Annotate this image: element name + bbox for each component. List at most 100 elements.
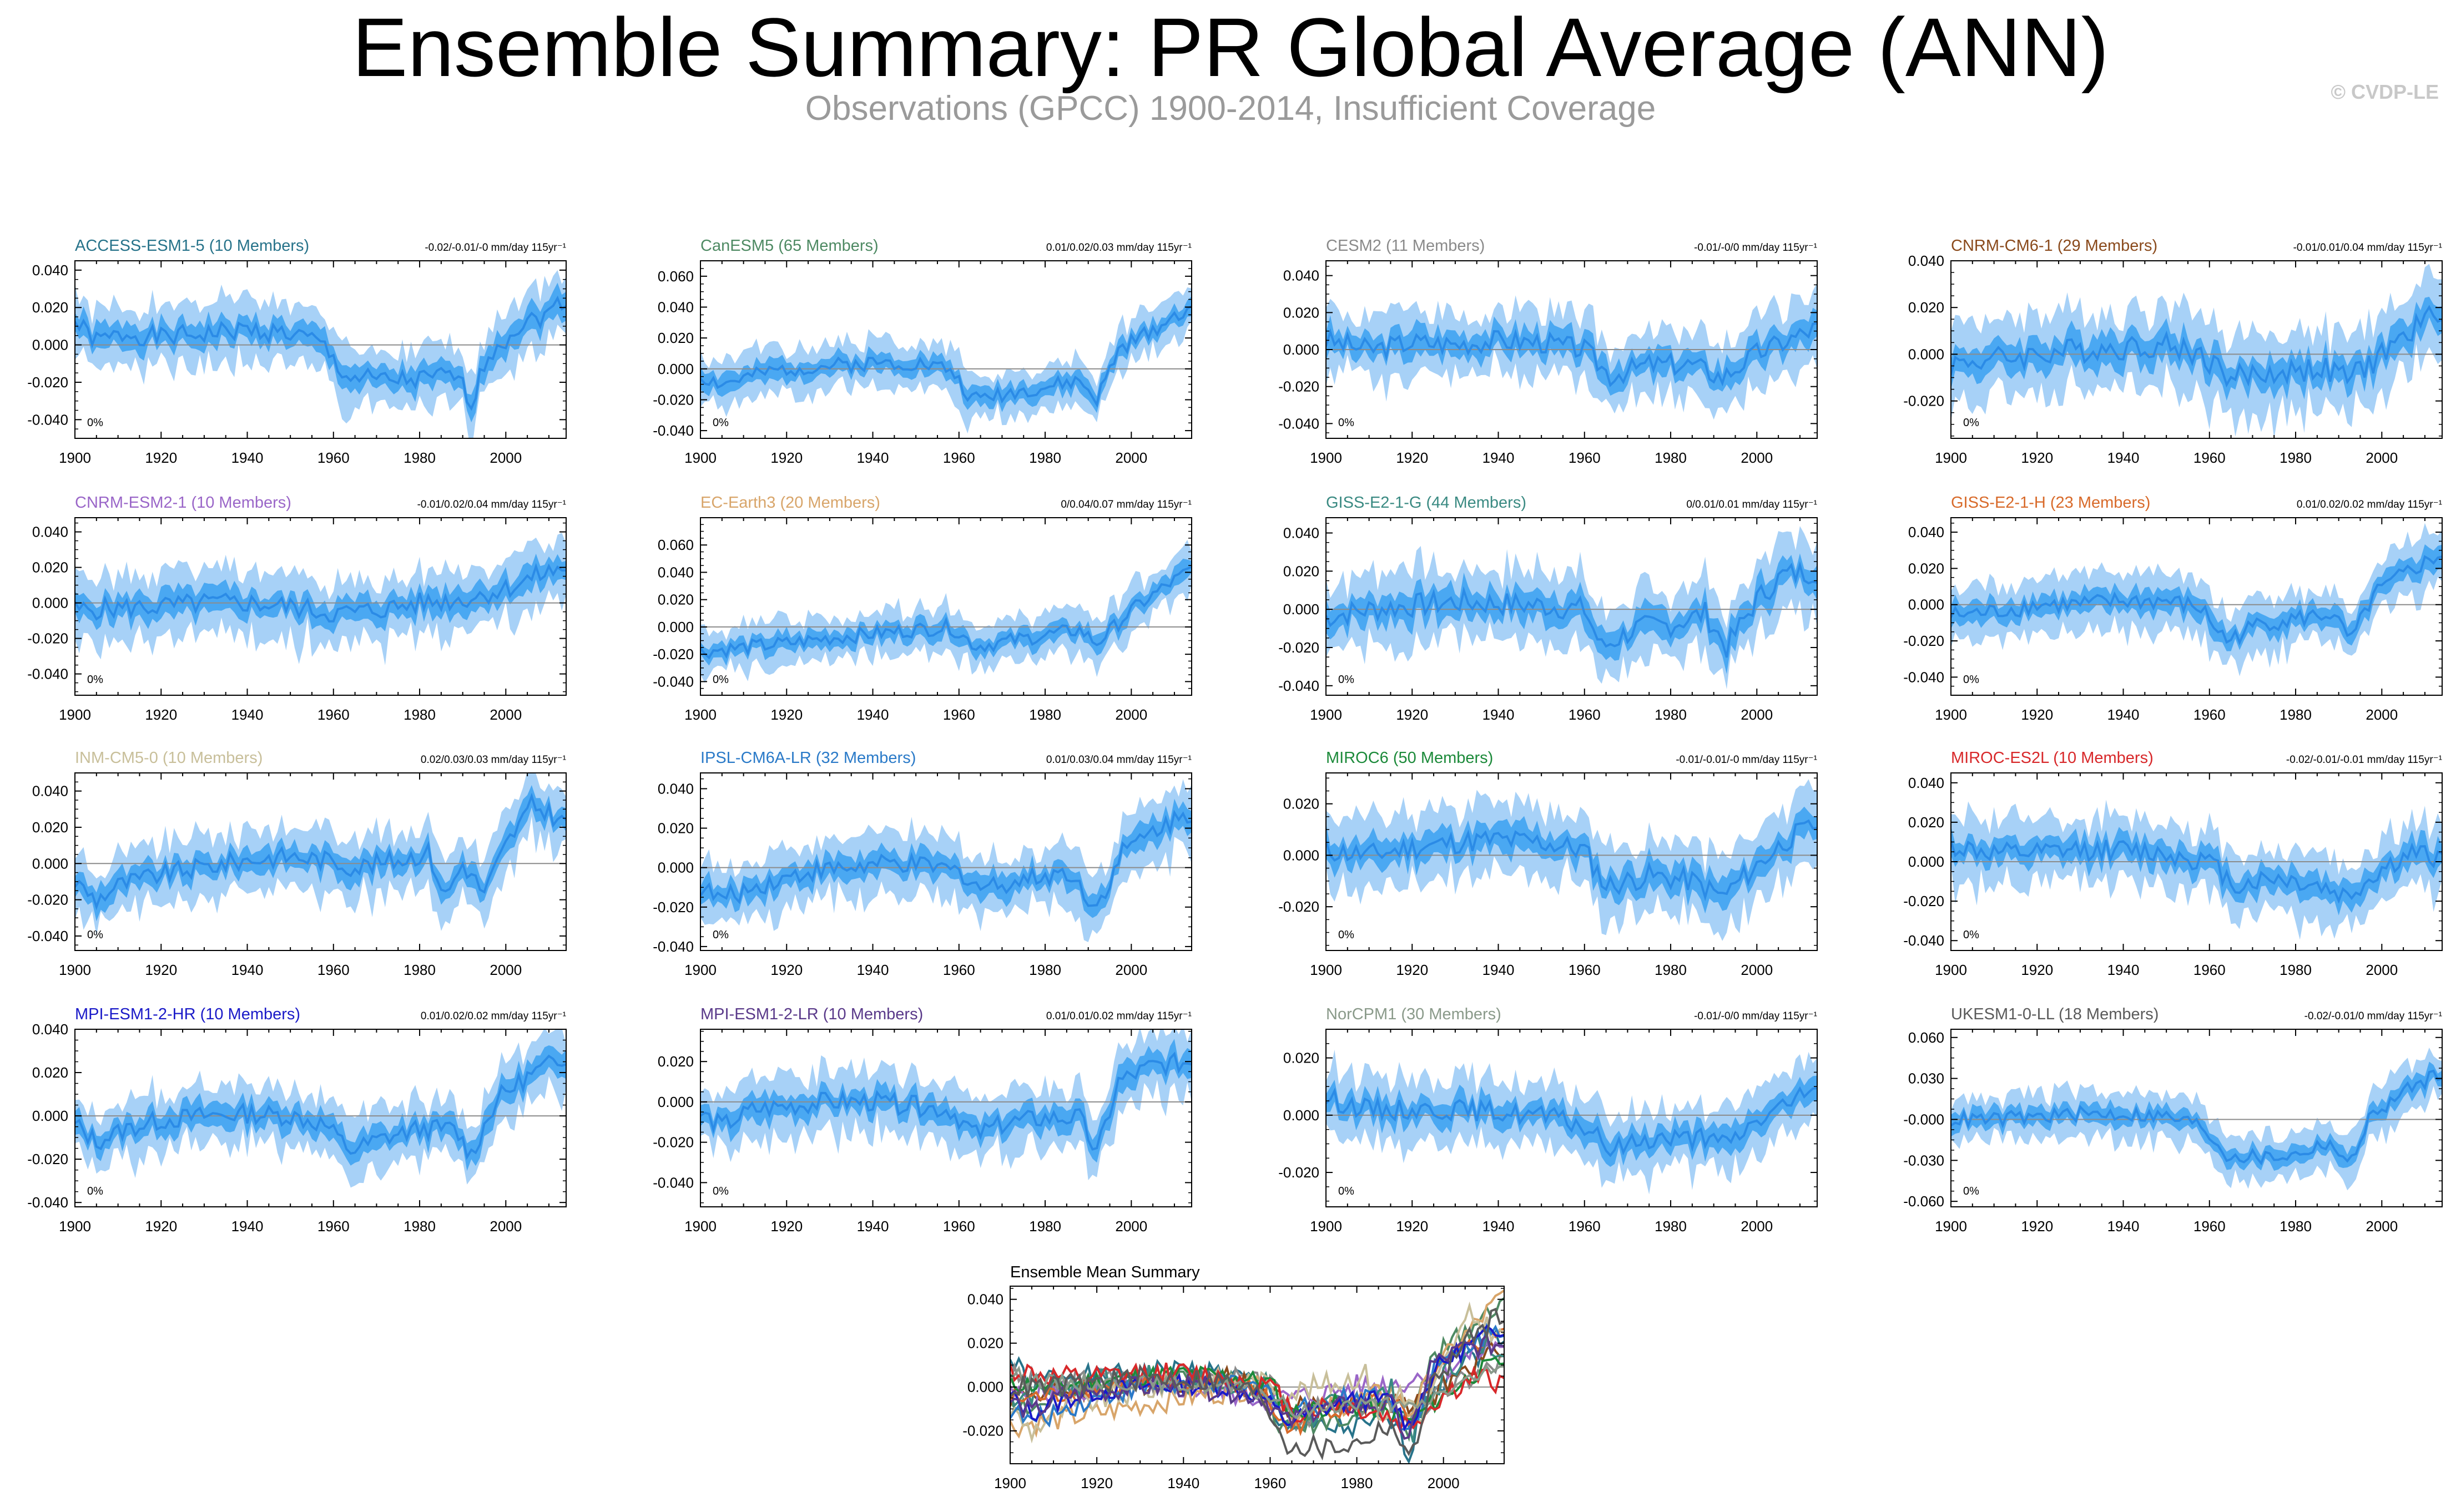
ensemble-mean-line xyxy=(700,565,1192,660)
trend-label: 0.01/0.02/0.02 mm/day 115yr⁻¹ xyxy=(2297,499,2442,510)
x-tick-label: 1980 xyxy=(2280,449,2312,466)
x-tick-label: 2000 xyxy=(490,449,522,466)
x-tick-label: 1940 xyxy=(2107,1218,2140,1235)
x-tick-label: 1940 xyxy=(1482,1218,1515,1235)
ensemble-iqr-band xyxy=(75,282,566,423)
summary-title: Ensemble Mean Summary xyxy=(1010,1263,1200,1281)
x-tick-label: 1980 xyxy=(1029,962,1061,978)
panel-cesm2: 1900 1920 1940 1960 1980 2000 0.040 0.020 0.000 -… xyxy=(1278,237,1818,466)
y-tick-label: 0.020 xyxy=(1908,560,1944,577)
y-tick-label: 0.000 xyxy=(658,619,694,635)
y-tick-label: 0.040 xyxy=(658,780,694,797)
panel-ensemble-mean-summary: 1900 1920 1940 1960 1980 2000 0.040 0.020 0.000 -… xyxy=(962,1263,1505,1491)
coverage-label: 0% xyxy=(1963,417,1979,429)
x-tick-label: 1940 xyxy=(857,706,889,723)
x-tick-label: 2000 xyxy=(2366,1218,2398,1235)
x-tick-label: 1920 xyxy=(770,962,803,978)
y-tick-label: 0.000 xyxy=(32,855,68,872)
coverage-label: 0% xyxy=(713,674,729,686)
x-tick-label: 1940 xyxy=(1482,706,1515,723)
ensemble-mean-line xyxy=(75,563,566,623)
x-tick-label: 2000 xyxy=(2366,706,2398,723)
x-tick-label: 1920 xyxy=(2021,449,2053,466)
y-tick-label: -0.020 xyxy=(1278,1164,1319,1181)
series-area xyxy=(75,533,566,665)
plot-frame xyxy=(700,772,1192,951)
x-tick-label: 2000 xyxy=(490,962,522,978)
x-tick-label: 1980 xyxy=(1341,1475,1373,1491)
y-tick-label: 0.000 xyxy=(1283,1107,1319,1124)
x-tick-label: 1920 xyxy=(145,706,177,723)
y-tick-label: 0.040 xyxy=(1908,252,1944,269)
coverage-label: 0% xyxy=(1338,417,1354,429)
y-tick-label: -0.040 xyxy=(27,411,68,428)
trend-label: 0/0.04/0.07 mm/day 115yr⁻¹ xyxy=(1061,499,1192,510)
x-tick-label: 1900 xyxy=(1310,706,1342,723)
y-tick-label: 0.020 xyxy=(658,1053,694,1070)
x-tick-label: 1920 xyxy=(2021,1218,2053,1235)
x-tick-label: 2000 xyxy=(1741,706,1773,723)
panel-cnrm-esm2-1: 1900 1920 1940 1960 1980 2000 0.040 0.020 0.000 -… xyxy=(27,494,567,723)
x-tick-label: 1900 xyxy=(1935,1218,1967,1235)
trend-label: -0.01/0.01/0.04 mm/day 115yr⁻¹ xyxy=(2293,242,2442,254)
panel-giss-e2-1-h: 1900 1920 1940 1960 1980 2000 0.040 0.020 0.000 -… xyxy=(1903,494,2443,723)
plot-frame xyxy=(1325,1029,1818,1207)
x-tick-label: 1960 xyxy=(1569,449,1601,466)
y-tick-label: 0.040 xyxy=(658,299,694,315)
x-tick-label: 1920 xyxy=(770,449,803,466)
y-tick-label: -0.040 xyxy=(1278,415,1319,432)
series-area xyxy=(1951,523,2442,676)
x-tick-label: 1980 xyxy=(1655,1218,1687,1235)
y-tick-label: -0.040 xyxy=(653,1174,694,1191)
y-tick-label: 0.020 xyxy=(1283,304,1319,321)
page-subtitle: Observations (GPCC) 1900-2014, Insuffici… xyxy=(805,89,1656,128)
x-tick-label: 1940 xyxy=(2107,449,2140,466)
x-tick-label: 1980 xyxy=(404,962,436,978)
panel-ukesm1-0-ll: 1900 1920 1940 1960 1980 2000 0.060 0.030 -0.000… xyxy=(1903,1005,2443,1235)
trend-label: -0.01/-0/0 mm/day 115yr⁻¹ xyxy=(1694,1010,1817,1022)
y-tick-label: -0.060 xyxy=(1903,1193,1944,1210)
trend-label: 0.02/0.03/0.03 mm/day 115yr⁻¹ xyxy=(421,754,566,766)
series-area xyxy=(1326,1049,1817,1195)
panel-mpi-esm1-2-hr: 1900 1920 1940 1960 1980 2000 0.040 0.020 0.000 -… xyxy=(27,1005,567,1235)
y-tick-label: 0.000 xyxy=(1283,847,1319,863)
x-tick-label: 1980 xyxy=(1029,706,1061,723)
panel-miroc-es2l: 1900 1920 1940 1960 1980 2000 0.040 0.020 0.000 -… xyxy=(1903,749,2443,978)
coverage-label: 0% xyxy=(713,929,729,941)
ensemble-mean-line xyxy=(1951,1069,2442,1166)
y-tick-label: -0.020 xyxy=(1903,893,1944,909)
ensemble-range-band xyxy=(700,287,1192,434)
ensemble-mean-line xyxy=(1326,322,1817,387)
x-tick-label: 1900 xyxy=(1310,449,1342,466)
trend-label: -0.02/-0.01/-0.01 mm/day 115yr⁻¹ xyxy=(2286,754,2442,766)
x-tick-label: 2000 xyxy=(2366,962,2398,978)
y-tick-label: 0.000 xyxy=(1283,601,1319,618)
ensemble-iqr-band xyxy=(1326,553,1817,674)
x-tick-label: 1960 xyxy=(943,1218,975,1235)
plot-frame xyxy=(1950,1029,2443,1207)
y-tick-label: 0.000 xyxy=(658,1094,694,1110)
x-tick-label: 1960 xyxy=(943,449,975,466)
x-tick-label: 1900 xyxy=(59,449,91,466)
ensemble-mean-line xyxy=(1326,1086,1817,1157)
x-tick-label: 1980 xyxy=(1029,1218,1061,1235)
series-area xyxy=(1326,282,1817,420)
x-tick-label: 1940 xyxy=(1482,962,1515,978)
x-tick-label: 1960 xyxy=(1569,962,1601,978)
series-area xyxy=(700,287,1192,434)
x-tick-label: 1960 xyxy=(943,706,975,723)
y-tick-label: -0.020 xyxy=(1903,393,1944,409)
trend-label: -0.01/-0/0 mm/day 115yr⁻¹ xyxy=(1694,242,1817,254)
panel-title: NorCPM1 (30 Members) xyxy=(1326,1005,1501,1023)
panel-access-esm1-5: 1900 1920 1940 1960 1980 2000 0.040 0.020 0.000 -… xyxy=(27,237,567,466)
summary-series-ukesm1-0-ll xyxy=(1010,1307,1504,1461)
ensemble-mean-line xyxy=(1951,555,2442,646)
x-tick-label: 1960 xyxy=(943,962,975,978)
x-tick-label: 1900 xyxy=(684,1218,717,1235)
x-tick-label: 1900 xyxy=(59,1218,91,1235)
x-tick-label: 2000 xyxy=(1115,449,1147,466)
x-tick-label: 1960 xyxy=(1569,706,1601,723)
y-tick-label: 0.040 xyxy=(967,1291,1003,1308)
y-tick-label: -0.040 xyxy=(1903,669,1944,685)
coverage-label: 0% xyxy=(87,929,103,941)
